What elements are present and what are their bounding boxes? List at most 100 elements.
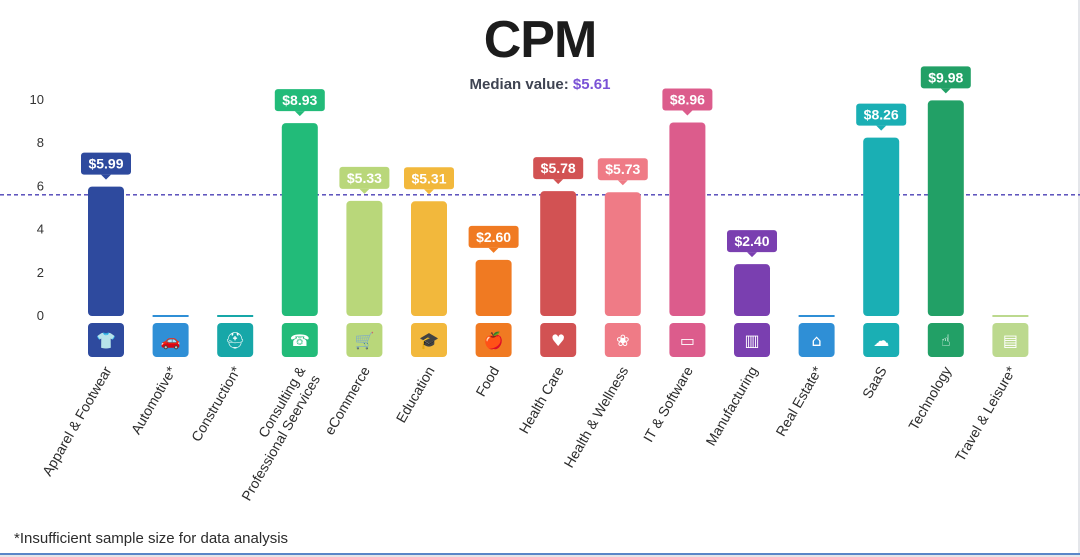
bar-group: $8.96 ▭ IT & Software bbox=[640, 88, 713, 445]
value-label: $5.99 bbox=[88, 156, 123, 172]
icon-glyph: 🍎 bbox=[484, 331, 504, 350]
value-label-pointer bbox=[876, 125, 887, 131]
category-label: Construction* bbox=[188, 363, 244, 444]
value-label-bg bbox=[597, 158, 648, 181]
icon-glyph: ♥ bbox=[551, 331, 565, 350]
chart-title: CPM bbox=[483, 11, 598, 69]
car-icon bbox=[152, 323, 189, 357]
icon-glyph: 🚗 bbox=[161, 331, 181, 350]
bar-group: $9.98 ☝ Technology bbox=[905, 66, 971, 433]
cloud-network-icon bbox=[863, 323, 900, 357]
icon-glyph: ☎ bbox=[290, 331, 310, 350]
value-label: $5.33 bbox=[347, 170, 382, 186]
bar-group: $5.99 👕 Apparel & Footwear bbox=[39, 152, 131, 479]
category-label: Health & Wellness bbox=[560, 364, 631, 471]
hand-network-icon bbox=[927, 323, 964, 357]
phone-chat-icon bbox=[281, 323, 318, 357]
value-label-pointer bbox=[553, 179, 564, 185]
value-label-bg bbox=[920, 66, 971, 89]
suitcase-icon bbox=[992, 323, 1029, 357]
y-tick-label: 4 bbox=[37, 222, 44, 237]
y-tick-label: 2 bbox=[37, 265, 44, 280]
category-label: Automotive* bbox=[128, 363, 180, 437]
value-label: $8.93 bbox=[282, 92, 317, 108]
value-label-bg bbox=[468, 225, 519, 248]
value-label-bg bbox=[727, 230, 777, 253]
icon-glyph: ☁ bbox=[873, 331, 889, 350]
category-label: Technology bbox=[905, 364, 954, 433]
value-label-bg bbox=[662, 88, 713, 111]
value-label-pointer bbox=[747, 252, 757, 258]
category-label: Real Estate* bbox=[772, 363, 825, 439]
value-label-pointer bbox=[359, 188, 370, 194]
value-label: $2.60 bbox=[476, 229, 511, 245]
factory-icon bbox=[734, 323, 770, 357]
category-label: Travel & Leisure* bbox=[952, 363, 1020, 464]
bar bbox=[475, 259, 512, 316]
y-tick-label: 10 bbox=[30, 92, 44, 107]
value-label: $5.78 bbox=[541, 160, 576, 176]
bar bbox=[927, 100, 964, 316]
value-label: $8.96 bbox=[670, 91, 705, 107]
value-label: $2.40 bbox=[734, 233, 769, 249]
footnote: *Insufficient sample size for data analy… bbox=[14, 530, 289, 547]
value-label: $8.26 bbox=[864, 107, 899, 123]
bar-group: $2.40 ▥ Manufacturing bbox=[702, 230, 777, 448]
icon-glyph: ☝ bbox=[941, 331, 951, 350]
value-label-pointer bbox=[617, 180, 628, 186]
bar-group: $5.78 ♥ Health Care bbox=[516, 157, 584, 436]
value-label-pointer bbox=[294, 111, 305, 117]
y-tick-label: 8 bbox=[37, 135, 44, 150]
bar-group: $5.31 🎓 Education bbox=[393, 167, 454, 425]
value-label-bg bbox=[404, 167, 454, 190]
bar-group: $8.26 ☁ SaaS bbox=[856, 103, 907, 402]
lotus-icon bbox=[604, 323, 641, 357]
value-label-pointer bbox=[101, 174, 111, 180]
category-label: Apparel & Footwear bbox=[39, 363, 115, 478]
bar bbox=[88, 186, 124, 316]
value-label-bg bbox=[533, 157, 584, 180]
bar bbox=[411, 201, 447, 316]
y-tick-label: 6 bbox=[37, 178, 44, 193]
median-subtitle: Median value: $5.61 bbox=[0, 76, 1080, 93]
bar bbox=[281, 123, 318, 316]
icon-glyph: ▥ bbox=[744, 331, 759, 350]
value-label-pointer bbox=[940, 88, 951, 94]
icon-glyph: 🛒 bbox=[354, 331, 374, 350]
bar-group: ⛑ Construction* bbox=[188, 315, 254, 444]
bar bbox=[346, 200, 383, 316]
value-label-pointer bbox=[682, 110, 693, 116]
value-label-pointer bbox=[488, 247, 499, 253]
bar bbox=[734, 264, 770, 316]
bar bbox=[604, 192, 641, 316]
bar-group: ⌂ Real Estate* bbox=[772, 315, 835, 439]
value-label-bg bbox=[274, 89, 325, 112]
median-prefix: Median value: bbox=[469, 76, 569, 93]
icon-glyph: ▤ bbox=[1003, 331, 1018, 350]
icon-glyph: ⌂ bbox=[812, 331, 822, 350]
icon-glyph: 👕 bbox=[96, 331, 116, 350]
value-label: $5.31 bbox=[411, 170, 446, 186]
bar bbox=[669, 122, 706, 317]
bar-group: $2.60 🍎 Food bbox=[468, 225, 519, 399]
tshirt-icon bbox=[88, 323, 124, 357]
bar bbox=[540, 191, 577, 316]
hard-hat-icon bbox=[217, 323, 254, 357]
category-label: SaaS bbox=[859, 364, 890, 402]
bottom-rule bbox=[0, 553, 1080, 555]
y-tick-label: 0 bbox=[37, 308, 44, 323]
cart-icon bbox=[346, 323, 383, 357]
category-label: Health Care bbox=[516, 363, 567, 436]
house-key-icon bbox=[798, 323, 835, 357]
category-label: Food bbox=[472, 363, 502, 399]
icon-glyph: 🎓 bbox=[419, 331, 439, 350]
monitor-code-icon bbox=[669, 323, 706, 357]
bar-group: $5.33 🛒 eCommerce bbox=[321, 166, 390, 438]
value-label: $9.98 bbox=[928, 69, 963, 85]
bar-group: $8.93 ☎ Consulting &Professional Seervices bbox=[238, 89, 325, 503]
category-label: eCommerce bbox=[321, 363, 373, 437]
value-label-bg bbox=[339, 166, 390, 189]
value-label: $5.73 bbox=[605, 161, 640, 177]
